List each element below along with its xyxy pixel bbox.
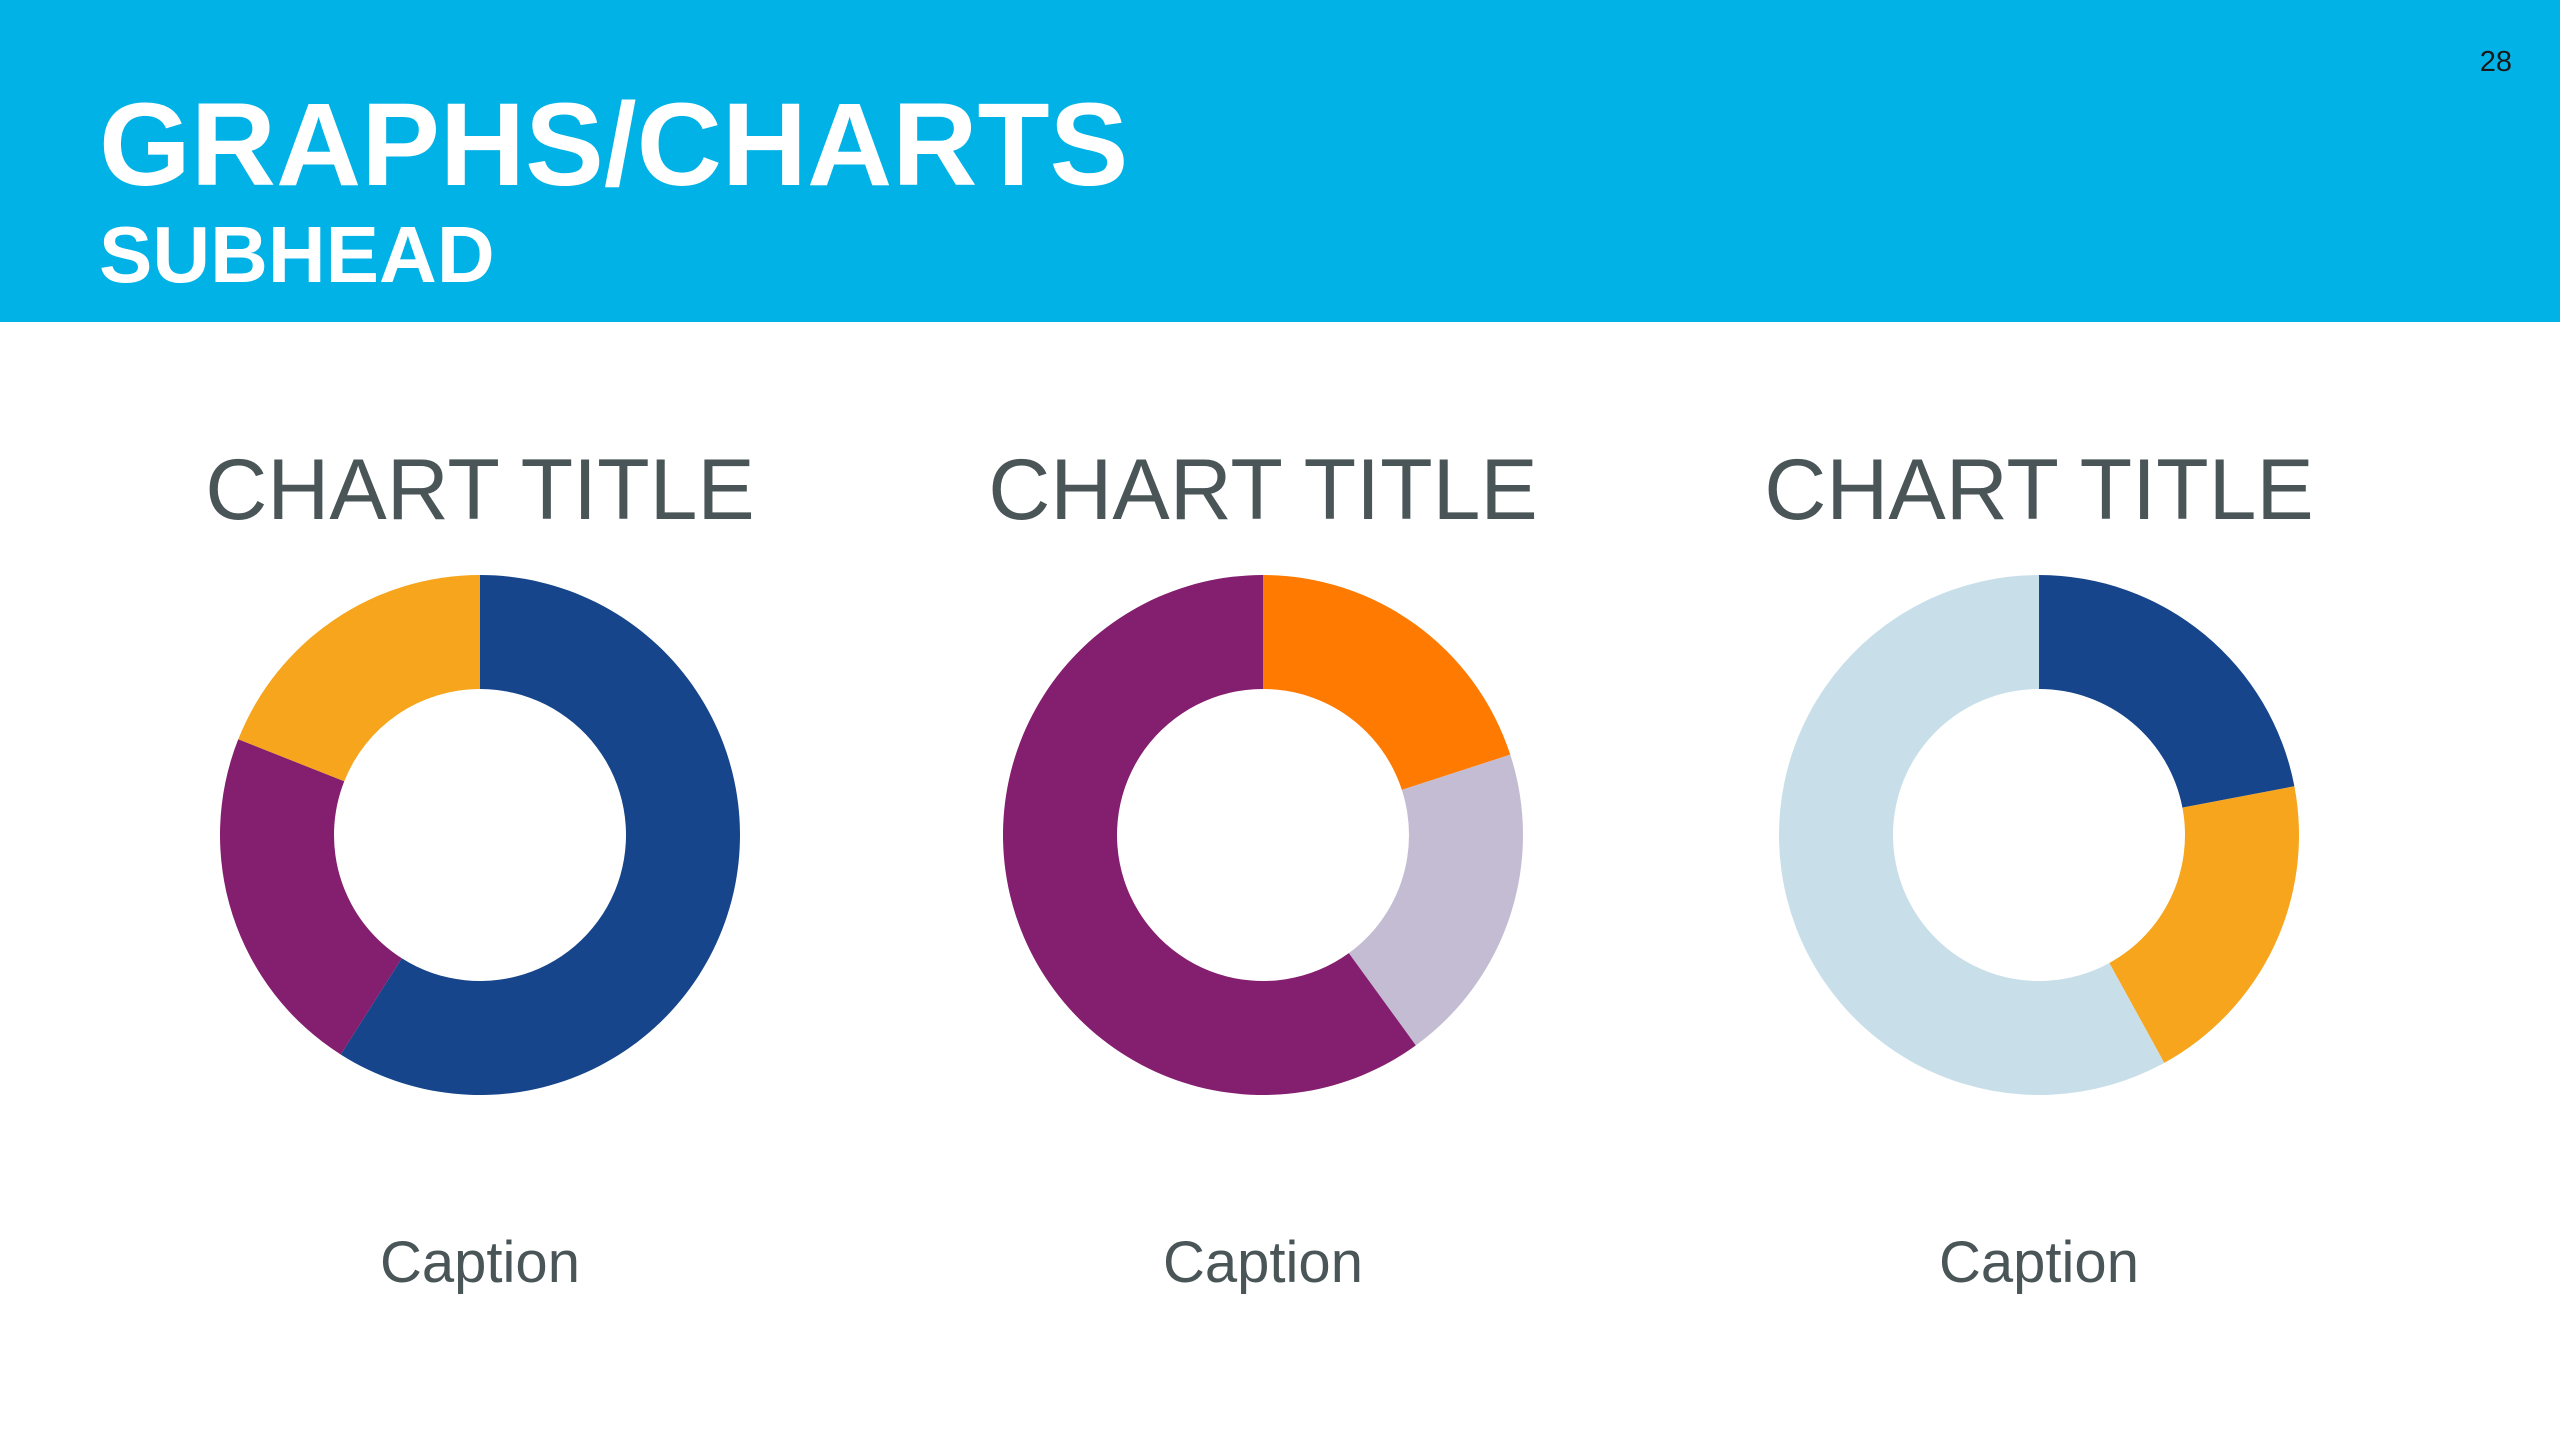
page-number: 28 xyxy=(2479,46,2512,78)
chart-caption: Caption xyxy=(380,1230,580,1295)
donut-slice-3 xyxy=(1779,575,2165,1095)
donut-slice-1 xyxy=(1263,575,1511,790)
donut-chart-2 xyxy=(1003,575,1523,1095)
chart-title: CHART TITLE xyxy=(988,442,1538,538)
chart-caption: Caption xyxy=(1163,1230,1363,1295)
slide-title: GRAPHS/CHARTS xyxy=(99,79,1129,211)
chart-title: CHART TITLE xyxy=(1764,442,2314,538)
slide-header: 28 GRAPHS/CHARTS SUBHEAD xyxy=(0,0,2560,322)
donut-slice-2 xyxy=(1348,754,1523,1046)
slide-subtitle: SUBHEAD xyxy=(99,210,495,299)
chart-panel-3: CHART TITLE Caption xyxy=(1649,420,2429,1320)
donut-chart-1 xyxy=(220,575,740,1095)
chart-caption: Caption xyxy=(1939,1230,2139,1295)
donut-slice-1 xyxy=(340,575,740,1095)
donut-chart-3 xyxy=(1779,575,2299,1095)
donut-slice-1 xyxy=(2039,575,2295,808)
chart-title: CHART TITLE xyxy=(205,442,755,538)
donut-slice-3 xyxy=(1003,575,1416,1095)
chart-panel-2: CHART TITLE Caption xyxy=(873,420,1653,1320)
donut-slice-2 xyxy=(2109,786,2299,1063)
donut-slice-3 xyxy=(238,575,480,782)
chart-panel-1: CHART TITLE Caption xyxy=(90,420,870,1320)
donut-slice-2 xyxy=(220,739,402,1055)
